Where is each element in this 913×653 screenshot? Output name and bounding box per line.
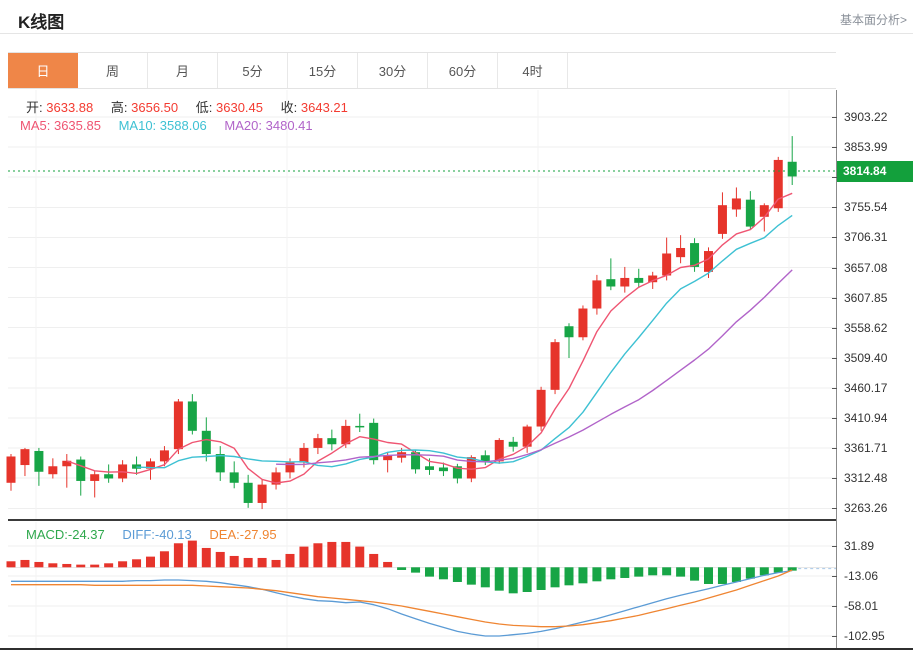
dea-value: -27.95 — [239, 527, 277, 542]
macd-tick-label-2-tick — [832, 606, 837, 608]
low-label: 低: — [195, 100, 213, 115]
open-value: 3633.88 — [46, 100, 94, 115]
price-tick-label-4-tick — [832, 237, 837, 239]
macd-tick-label-1: -13.06 — [844, 569, 879, 584]
price-tick-label-0-tick — [832, 117, 837, 118]
close-label: 收: — [280, 100, 298, 115]
price-tick-label-3-tick — [832, 207, 837, 209]
tab-4hour[interactable]: 4时 — [498, 53, 568, 88]
price-tick-label-7-tick — [832, 327, 837, 329]
macd-axis: 31.89 -13.06 -58.01 -102.95 — [832, 522, 913, 648]
low-value: 3630.45 — [216, 100, 263, 115]
price-tick-label-2-tick — [832, 177, 837, 179]
fundamental-analysis-link[interactable]: 基本面分析> — [839, 13, 907, 27]
price-tick-label-1: 3853.99 — [844, 140, 888, 155]
macd-tick-label-0: 31.89 — [844, 539, 875, 554]
price-tick-label-9-tick — [832, 387, 837, 389]
price-axis-line — [836, 90, 837, 650]
macd-value: -24.37 — [67, 527, 105, 542]
macd-tick-label-1-tick — [832, 576, 837, 578]
tab-strip-filler — [568, 53, 836, 88]
ohlc-readout: 开: 3633.88 高: 3656.50 低: 3630.45 收: 3643… — [26, 97, 362, 116]
price-tick-label-6-tick — [832, 297, 837, 299]
price-tick-label-1-tick — [832, 147, 837, 149]
pane-separator — [8, 519, 836, 521]
price-tick-label-12-tick — [832, 478, 837, 480]
macd-readout: MACD:-24.37 DIFF:-40.13 DEA:-27.95 — [26, 527, 291, 542]
price-tick-label-6: 3607.85 — [844, 290, 888, 305]
price-tick-label-3: 3755.54 — [844, 200, 888, 215]
price-tick-label-12: 3312.48 — [844, 471, 888, 486]
tab-day[interactable]: 日 — [8, 53, 78, 88]
candlestick-chart-pane[interactable] — [6, 90, 836, 520]
open-label: 开: — [26, 100, 43, 115]
ma-readout: MA5: 3635.85 MA10: 3588.06 MA20: 3480.41 — [20, 118, 327, 133]
tab-week[interactable]: 周 — [78, 53, 148, 88]
macd-tick-label-3: -102.95 — [844, 629, 885, 643]
price-tick-label-10-tick — [832, 418, 837, 419]
ma10-label: MA10: — [118, 118, 157, 133]
tab-5min[interactable]: 5分 — [218, 53, 288, 88]
macd-chart-svg — [6, 522, 836, 648]
price-tick-label-4: 3706.31 — [844, 230, 888, 245]
tab-15min[interactable]: 15分 — [288, 53, 358, 88]
ma20-value: 3480.41 — [265, 118, 313, 133]
price-axis: 3814.84 3903.223853.993804.763755.543706… — [832, 90, 913, 520]
high-value: 3656.50 — [131, 100, 179, 115]
price-tick-label-8: 3509.40 — [844, 350, 888, 365]
high-label: 高: — [110, 100, 128, 115]
diff-value: -40.13 — [154, 527, 192, 542]
price-tick-label-7: 3558.62 — [844, 320, 888, 335]
macd-tick-label-3-tick — [832, 636, 837, 637]
diff-label: DIFF: — [122, 527, 155, 542]
close-value: 3643.21 — [300, 100, 348, 115]
price-tick-label-0: 3903.22 — [844, 110, 888, 124]
interval-tab-strip: 日 周 月 5分 15分 30分 60分 4时 — [8, 52, 836, 89]
price-tick-label-11-tick — [832, 448, 837, 450]
title-divider — [0, 33, 913, 34]
tab-month[interactable]: 月 — [148, 53, 218, 88]
current-price-tag: 3814.84 — [837, 160, 913, 182]
macd-tick-label-2: -58.01 — [844, 599, 879, 614]
price-tick-label-8-tick — [832, 357, 837, 359]
main-chart-svg — [6, 90, 836, 520]
tab-60min[interactable]: 60分 — [428, 53, 498, 88]
price-tick-label-13-tick — [832, 508, 837, 510]
macd-label: MACD: — [26, 527, 68, 542]
price-tick-label-5: 3657.08 — [844, 260, 888, 275]
price-tick-label-11: 3361.71 — [844, 441, 888, 456]
price-tick-label-10: 3410.94 — [844, 411, 888, 425]
ma5-label: MA5: — [20, 118, 51, 133]
price-tick-label-13: 3263.26 — [844, 501, 888, 516]
dea-label: DEA: — [209, 527, 240, 542]
page-title: K线图 — [18, 13, 65, 32]
ma5-value: 3635.85 — [53, 118, 101, 133]
price-tick-label-9: 3460.17 — [844, 380, 888, 395]
ma10-value: 3588.06 — [159, 118, 207, 133]
ma20-label: MA20: — [224, 118, 262, 133]
chart-bottom-border — [0, 648, 913, 650]
price-tick-label-5-tick — [832, 267, 837, 269]
macd-chart-pane[interactable] — [6, 522, 836, 648]
macd-tick-label-0-tick — [832, 546, 837, 548]
tab-30min[interactable]: 30分 — [358, 53, 428, 88]
